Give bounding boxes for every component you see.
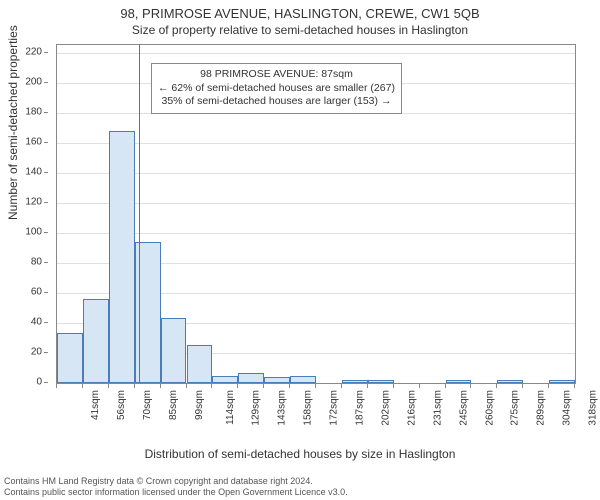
y-tick-mark — [44, 52, 48, 53]
y-tick-mark — [44, 202, 48, 203]
histogram-bar — [290, 376, 316, 384]
x-tick-label: 216sqm — [406, 390, 417, 426]
x-tick-mark — [82, 384, 83, 388]
footer-line2: Contains public sector information licen… — [4, 487, 348, 498]
chart-area: 020406080100120140160180200220 98 PRIMRO… — [46, 44, 586, 414]
x-tick-mark — [134, 384, 135, 388]
y-tick-mark — [44, 292, 48, 293]
x-tick-mark — [367, 384, 368, 388]
y-tick-mark — [44, 322, 48, 323]
y-tick-label: 20 — [16, 346, 42, 357]
y-tick-label: 100 — [16, 226, 42, 237]
y-tick-label: 220 — [16, 46, 42, 57]
x-tick-mark — [160, 384, 161, 388]
y-tick-label: 180 — [16, 106, 42, 117]
chart-title: 98, PRIMROSE AVENUE, HASLINGTON, CREWE, … — [0, 0, 600, 21]
annotation-line: 98 PRIMROSE AVENUE: 87sqm — [158, 68, 395, 82]
x-tick-mark — [108, 384, 109, 388]
y-tick-label: 80 — [16, 256, 42, 267]
x-tick-label: 187sqm — [355, 390, 366, 426]
y-tick-mark — [44, 142, 48, 143]
x-tick-mark — [470, 384, 471, 388]
gridline — [57, 143, 575, 144]
x-tick-mark — [445, 384, 446, 388]
annotation-line: ← 62% of semi-detached houses are smalle… — [158, 82, 395, 96]
gridline — [57, 53, 575, 54]
x-tick-mark — [548, 384, 549, 388]
x-tick-mark — [393, 384, 394, 388]
x-tick-label: 41sqm — [90, 390, 101, 420]
y-tick-label: 60 — [16, 286, 42, 297]
annotation-line: 35% of semi-detached houses are larger (… — [158, 95, 395, 109]
y-tick-mark — [44, 232, 48, 233]
x-tick-label: 172sqm — [329, 390, 340, 426]
x-tick-label: 202sqm — [380, 390, 391, 426]
y-tick-label: 0 — [16, 377, 42, 388]
plot-area: 98 PRIMROSE AVENUE: 87sqm← 62% of semi-d… — [56, 44, 576, 384]
histogram-bar — [109, 131, 135, 383]
histogram-bar — [264, 377, 290, 383]
x-tick-mark — [289, 384, 290, 388]
x-tick-mark — [419, 384, 420, 388]
gridline — [57, 173, 575, 174]
histogram-bar — [549, 380, 575, 383]
y-tick-mark — [44, 352, 48, 353]
histogram-bar — [83, 299, 109, 383]
x-tick-label: 304sqm — [562, 390, 573, 426]
gridline — [57, 233, 575, 234]
x-axis-label: Distribution of semi-detached houses by … — [0, 447, 600, 461]
histogram-bar — [187, 345, 213, 383]
x-tick-label: 85sqm — [168, 390, 179, 420]
footer-attribution: Contains HM Land Registry data © Crown c… — [4, 476, 348, 498]
y-tick-label: 200 — [16, 76, 42, 87]
histogram-bar — [342, 380, 368, 383]
chart-subtitle: Size of property relative to semi-detach… — [0, 21, 600, 37]
y-tick-mark — [44, 112, 48, 113]
x-tick-label: 143sqm — [277, 390, 288, 426]
x-tick-mark — [341, 384, 342, 388]
x-tick-mark — [211, 384, 212, 388]
y-tick-mark — [44, 82, 48, 83]
histogram-bar — [212, 376, 238, 384]
marker-line — [139, 45, 140, 383]
x-tick-mark — [522, 384, 523, 388]
y-tick-group: 020406080100120140160180200220 — [16, 44, 44, 384]
x-tick-mark — [574, 384, 575, 388]
y-tick-label: 160 — [16, 136, 42, 147]
x-tick-label: 56sqm — [116, 390, 127, 420]
annotation-box: 98 PRIMROSE AVENUE: 87sqm← 62% of semi-d… — [151, 63, 402, 114]
histogram-bar — [368, 380, 394, 383]
x-tick-label: 70sqm — [142, 390, 153, 420]
x-tick-label: 245sqm — [458, 390, 469, 426]
y-tick-label: 40 — [16, 316, 42, 327]
y-tick-mark — [44, 172, 48, 173]
x-tick-mark — [496, 384, 497, 388]
histogram-bar — [446, 380, 472, 383]
footer-line1: Contains HM Land Registry data © Crown c… — [4, 476, 348, 487]
x-tick-label: 260sqm — [484, 390, 495, 426]
histogram-bar — [161, 318, 187, 383]
x-tick-label: 129sqm — [251, 390, 262, 426]
x-tick-label: 289sqm — [536, 390, 547, 426]
y-tick-mark — [44, 382, 48, 383]
x-tick-label: 231sqm — [432, 390, 443, 426]
histogram-bar — [238, 373, 264, 384]
histogram-bar — [497, 380, 523, 383]
x-tick-mark — [263, 384, 264, 388]
histogram-bar — [57, 333, 83, 383]
x-tick-label: 318sqm — [588, 390, 599, 426]
x-tick-label: 158sqm — [303, 390, 314, 426]
x-tick-mark — [315, 384, 316, 388]
x-tick-mark — [56, 384, 57, 388]
x-tick-label: 99sqm — [194, 390, 205, 420]
x-tick-mark — [237, 384, 238, 388]
x-tick-label: 275sqm — [510, 390, 521, 426]
y-tick-label: 120 — [16, 196, 42, 207]
gridline — [57, 203, 575, 204]
x-tick-label: 114sqm — [224, 390, 235, 425]
x-tick-mark — [186, 384, 187, 388]
chart-container: 98, PRIMROSE AVENUE, HASLINGTON, CREWE, … — [0, 0, 600, 500]
y-tick-mark — [44, 262, 48, 263]
y-tick-label: 140 — [16, 166, 42, 177]
